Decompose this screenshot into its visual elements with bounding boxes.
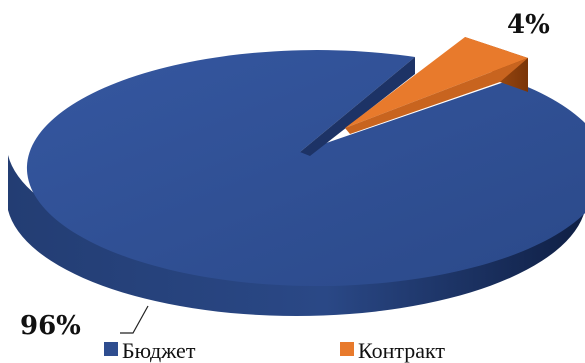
slice-budget-cut-wall — [300, 57, 415, 156]
legend-label-contract: Контракт — [358, 338, 445, 363]
label-contract: 4% — [507, 10, 550, 40]
slice-budget — [26, 50, 585, 287]
slice-contract-edge — [345, 58, 528, 134]
slice-budget-side — [8, 155, 585, 317]
leader-line-budget — [120, 305, 149, 334]
label-budget: 96% — [20, 311, 81, 341]
slice-contract — [345, 37, 528, 128]
legend-swatch-budget — [104, 342, 118, 356]
legend-swatch-contract — [340, 342, 354, 356]
legend-label-budget: Бюджет — [122, 338, 196, 363]
